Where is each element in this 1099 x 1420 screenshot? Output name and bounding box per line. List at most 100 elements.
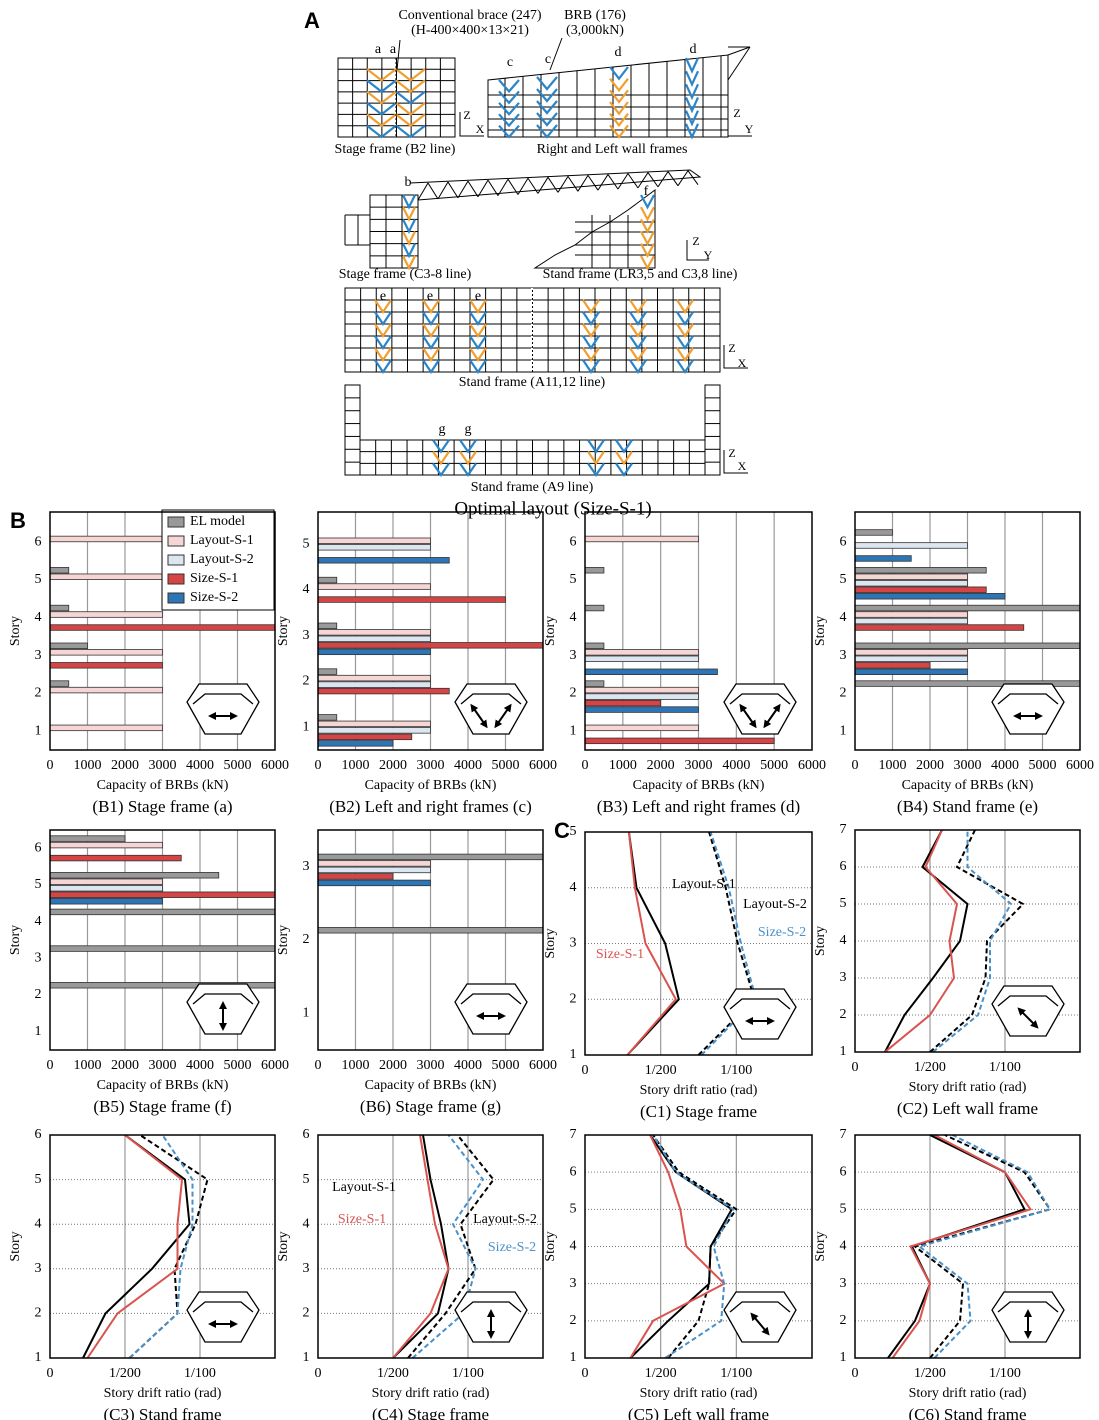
brace: [640, 243, 655, 259]
x-tick-label: 0: [852, 758, 859, 773]
brace: [374, 311, 392, 326]
plot-frame: [854, 829, 1081, 1053]
frame-line: [587, 175, 599, 191]
bar: [854, 586, 987, 593]
y-tick-label: 6: [35, 841, 42, 856]
plot-frame: [317, 829, 544, 1051]
brace: [582, 311, 600, 326]
brace-tag: e: [427, 289, 433, 304]
brace: [469, 299, 487, 314]
y-tick-label: 3: [303, 859, 310, 874]
drift-line: [652, 1134, 735, 1359]
y-tick-label: 3: [840, 1276, 847, 1291]
bar: [49, 680, 70, 687]
bar: [317, 642, 544, 649]
brace: [498, 113, 520, 128]
y-tick-label: 1: [840, 1350, 847, 1365]
frame-line: [517, 177, 529, 195]
x-tick-label: 0: [315, 1366, 322, 1381]
plot-frame: [584, 511, 813, 751]
frame-line: [487, 179, 499, 196]
plan-icon: [723, 988, 797, 1040]
frame-line: [537, 177, 549, 194]
x-tick-label: 1/200: [109, 1366, 141, 1381]
y-tick-label: 6: [840, 859, 847, 874]
frame-line: [607, 174, 619, 190]
x-tick-label: 5000: [1029, 758, 1057, 773]
frame-label: Right and Left wall frames: [537, 142, 688, 157]
brace: [374, 299, 392, 314]
x-tick-label: 1/200: [645, 1366, 677, 1381]
frame-line: [457, 180, 469, 199]
y-tick-label: 2: [35, 987, 42, 1002]
x-tick-label: 6000: [1066, 758, 1094, 773]
brace-tag: a: [375, 42, 382, 57]
x-tick-label: 6000: [798, 758, 826, 773]
bar: [584, 535, 699, 543]
y-tick-label: 6: [570, 1164, 577, 1179]
axis-symbol-label: Z: [463, 108, 470, 122]
brace: [395, 113, 426, 128]
chart-caption: (C2) Left wall frame: [897, 1099, 1038, 1118]
y-axis-label: Story: [813, 616, 828, 646]
bar: [584, 737, 775, 745]
brace: [676, 347, 694, 362]
x-axis-label: Story drift ratio (rad): [909, 1080, 1027, 1095]
frame-line: [647, 172, 659, 188]
brace: [422, 299, 440, 314]
y-tick-label: 3: [840, 648, 847, 663]
x-tick-label: 1000: [74, 758, 102, 773]
drift-line: [82, 1134, 191, 1359]
x-tick-label: 6000: [261, 758, 289, 773]
frame-line: [557, 176, 569, 193]
x-tick-label: 3000: [149, 1058, 177, 1073]
brace: [459, 451, 477, 466]
x-tick-label: 2000: [379, 1058, 407, 1073]
frame-outline: [704, 384, 721, 476]
axis-symbol: [459, 112, 484, 137]
brace: [422, 323, 440, 338]
y-tick-label: 5: [570, 824, 577, 839]
y-tick-label: 4: [570, 880, 577, 895]
y-tick-label: 5: [303, 536, 310, 551]
drift-line: [884, 829, 969, 1053]
series-annotation: Size-S-1: [338, 1212, 386, 1227]
x-axis-label: Story drift ratio (rad): [640, 1083, 758, 1098]
bar: [854, 604, 1081, 612]
brace: [582, 299, 600, 314]
bar: [49, 841, 163, 849]
plot-frame: [317, 511, 544, 751]
frame-label: Stand frame (A9 line): [471, 480, 594, 495]
brace-tag: g: [439, 422, 446, 437]
drift-line: [411, 1134, 485, 1359]
y-tick-label: 1: [570, 723, 577, 738]
brace: [395, 90, 426, 105]
plan-icon-inner: [460, 993, 522, 1005]
x-tick-label: 6000: [261, 1058, 289, 1073]
bar: [317, 622, 338, 630]
bar: [49, 872, 220, 879]
direction-arrow: [739, 703, 757, 729]
y-tick-label: 2: [570, 686, 577, 701]
x-tick-label: 2000: [916, 758, 944, 773]
brace: [629, 347, 647, 362]
x-tick-label: 0: [47, 758, 54, 773]
x-tick-label: 0: [315, 1058, 322, 1073]
brace: [402, 243, 416, 259]
bar: [584, 706, 699, 713]
y-tick-label: 2: [303, 1306, 310, 1321]
brace: [366, 90, 397, 105]
brace: [366, 102, 397, 116]
chart-caption: (B1) Stage frame (a): [92, 797, 232, 816]
brace-tag: b: [405, 175, 412, 190]
x-tick-label: 1000: [74, 1058, 102, 1073]
y-tick-label: 1: [35, 1024, 42, 1039]
bar: [49, 885, 163, 892]
plan-icon-inner: [729, 998, 791, 1010]
x-tick-label: 1/100: [720, 1366, 752, 1381]
panel-label: A: [304, 8, 320, 33]
chart-caption: (C4) Stage frame: [372, 1405, 489, 1420]
bar: [49, 649, 163, 656]
brace: [402, 194, 416, 210]
